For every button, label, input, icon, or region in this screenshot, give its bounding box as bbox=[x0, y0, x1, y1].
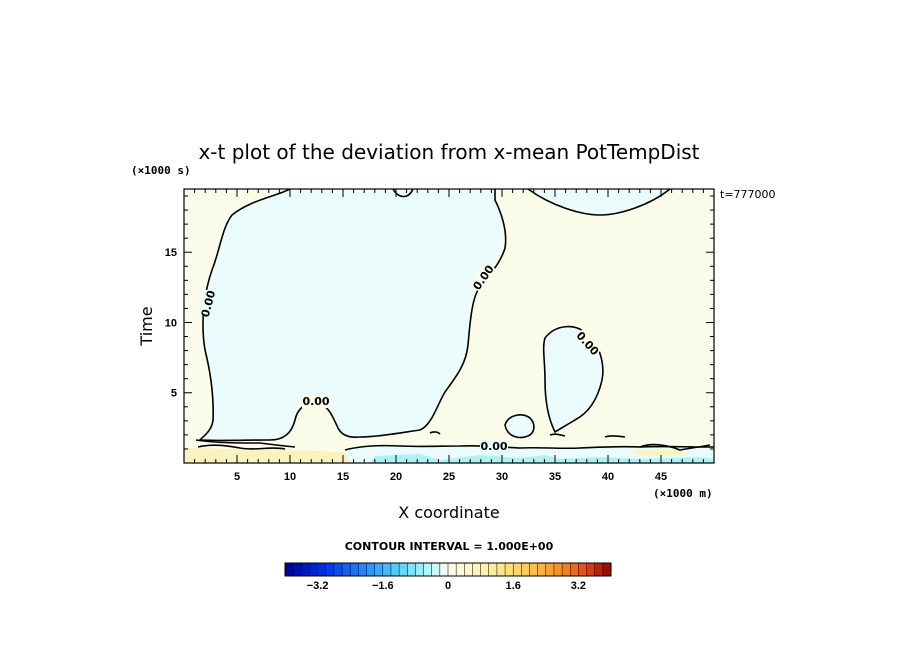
chart-title: x-t plot of the deviation from x-mean Po… bbox=[198, 140, 699, 164]
colorbar-cell bbox=[521, 563, 530, 576]
negative-region-left bbox=[290, 189, 410, 200]
colorbar-cell bbox=[496, 563, 506, 576]
colorbar-cell bbox=[464, 563, 473, 576]
colorbar-cell bbox=[325, 563, 335, 576]
colorbar-cell bbox=[570, 563, 579, 576]
colorbar-cell bbox=[505, 563, 514, 576]
colorbar-tick-label: −1.6 bbox=[372, 580, 394, 592]
colorbar-cell bbox=[480, 563, 490, 576]
y-tick-label: 15 bbox=[165, 247, 177, 259]
x-tick-label: 15 bbox=[337, 471, 349, 483]
negative-region-top-right bbox=[528, 189, 670, 215]
bottom-positive-strong bbox=[184, 448, 350, 463]
colorbar-tick-label: −3.2 bbox=[307, 580, 329, 592]
colorbar-cell bbox=[342, 563, 351, 576]
y-axis-unit: (×1000 s) bbox=[131, 164, 191, 177]
contour-label: 0.00 bbox=[480, 440, 507, 453]
contour-top-right bbox=[527, 189, 671, 216]
colorbar-cell bbox=[586, 563, 595, 576]
colorbar-cell bbox=[431, 563, 441, 576]
time-label: t=777000 bbox=[720, 188, 776, 201]
colorbar-tick-labels: −3.2 −1.6 0 1.6 3.2 bbox=[307, 580, 586, 592]
colorbar-cell bbox=[390, 563, 400, 576]
colorbar-cell bbox=[529, 563, 538, 576]
axis-ticks bbox=[183, 189, 715, 464]
bottom-negative-strong bbox=[370, 454, 714, 463]
x-axis-label: X coordinate bbox=[398, 503, 499, 522]
x-tick-label: 10 bbox=[284, 471, 296, 483]
negative-region-main bbox=[200, 189, 503, 440]
colorbar-cell bbox=[594, 563, 604, 576]
colorbar-cell bbox=[399, 563, 408, 576]
colorbar-cell bbox=[448, 563, 457, 576]
colorbar-cell bbox=[358, 563, 367, 576]
colorbar-cell bbox=[456, 563, 465, 576]
x-tick-label: 20 bbox=[390, 471, 402, 483]
colorbar-frame bbox=[284, 562, 612, 577]
colorbar-cell bbox=[513, 563, 522, 576]
x-tick-label: 35 bbox=[549, 471, 561, 483]
colorbar-cell bbox=[472, 563, 481, 576]
colorbar-cell bbox=[488, 563, 498, 576]
contour-label: 0.00 bbox=[302, 395, 329, 408]
colorbar-cell bbox=[415, 563, 424, 576]
colorbar-cell bbox=[423, 563, 432, 576]
colorbar-cell bbox=[545, 563, 555, 576]
contour-small-blob bbox=[504, 414, 535, 439]
contour-interval-label: CONTOUR INTERVAL = 1.000E+00 bbox=[345, 540, 554, 553]
x-tick-label: 40 bbox=[602, 471, 614, 483]
contour-label-group: 0.00 0.00 0.00 0.00 0.00 bbox=[197, 261, 603, 453]
colorbar-cell bbox=[602, 563, 612, 576]
contour-bottom-wiggle-1 bbox=[197, 444, 286, 450]
colorbar bbox=[285, 563, 612, 576]
bottom-positive-strip bbox=[630, 450, 690, 456]
colorbar-cell bbox=[285, 563, 294, 576]
colorbar-cell bbox=[553, 563, 563, 576]
colorbar-tick-label: 0 bbox=[445, 580, 451, 592]
x-tick-label: 5 bbox=[234, 471, 240, 483]
colorbar-cell bbox=[382, 563, 392, 576]
axis-tick-labels: 5 10 15 20 25 30 35 40 45 5 10 15 bbox=[165, 247, 667, 483]
colorbar-cell bbox=[317, 563, 327, 576]
contour-bottom-wiggle-2 bbox=[429, 431, 711, 451]
y-axis-label: Time bbox=[137, 306, 156, 346]
x-tick-label: 25 bbox=[443, 471, 455, 483]
contour-top-dip bbox=[392, 189, 414, 198]
colorbar-cell bbox=[537, 563, 547, 576]
colorbar-tick-label: 1.6 bbox=[506, 580, 521, 592]
colorbar-cell bbox=[309, 563, 318, 576]
colorbar-cell bbox=[350, 563, 359, 576]
colorbar-cell bbox=[301, 563, 310, 576]
colorbar-cell bbox=[333, 563, 343, 576]
colorbar-cell bbox=[578, 563, 587, 576]
colorbar-cell bbox=[407, 563, 416, 576]
y-tick-label: 10 bbox=[165, 317, 177, 329]
x-tick-label: 45 bbox=[655, 471, 667, 483]
colorbar-cell bbox=[562, 563, 571, 576]
x-tick-label: 30 bbox=[496, 471, 508, 483]
plot-area bbox=[184, 189, 714, 463]
x-axis-unit: (×1000 m) bbox=[653, 487, 713, 500]
colorbar-cell bbox=[374, 563, 384, 576]
colorbar-cell bbox=[366, 563, 375, 576]
y-tick-label: 5 bbox=[171, 388, 177, 400]
colorbar-tick-label: 3.2 bbox=[571, 580, 586, 592]
colorbar-cell bbox=[293, 563, 302, 576]
negative-region-small-blob bbox=[505, 414, 534, 438]
colorbar-cell bbox=[439, 563, 449, 576]
negative-region-right-blob bbox=[543, 326, 603, 432]
